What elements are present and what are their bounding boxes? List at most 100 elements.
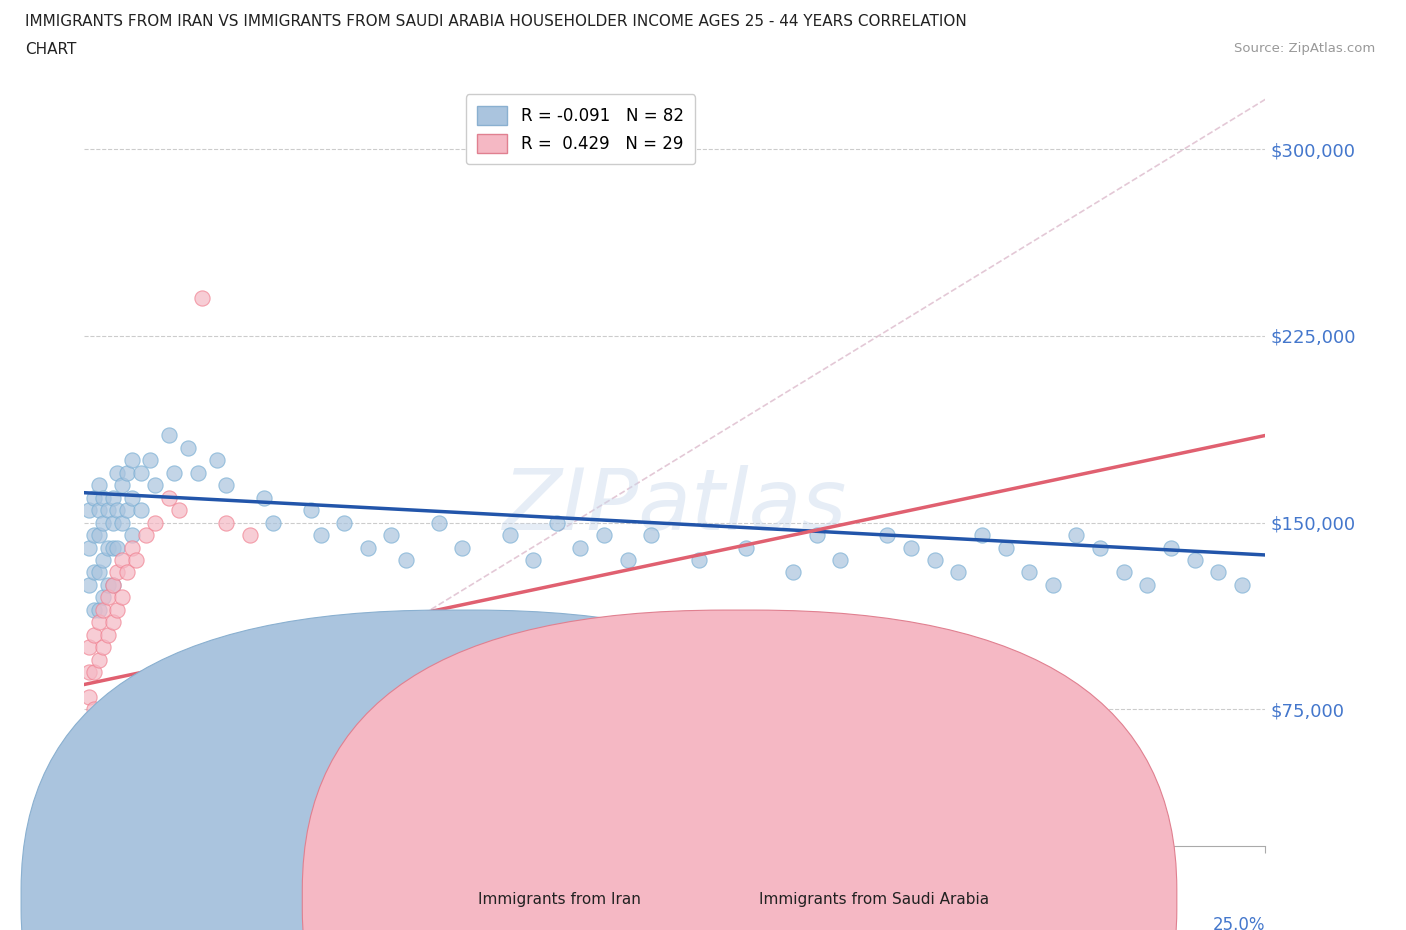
Text: Immigrants from Iran: Immigrants from Iran — [478, 892, 641, 907]
Point — [77, 714, 100, 729]
Point — [121, 490, 143, 505]
Point — [83, 665, 105, 680]
Point — [546, 515, 568, 530]
Point — [970, 527, 993, 542]
Point — [83, 603, 105, 618]
Point — [1042, 578, 1064, 592]
Point — [101, 578, 124, 592]
Point — [111, 552, 134, 567]
Point — [157, 490, 180, 505]
Point — [107, 603, 129, 618]
Point — [91, 490, 114, 505]
Point — [91, 640, 114, 655]
Point — [177, 441, 200, 456]
Point — [427, 515, 450, 530]
Text: ZIPatlas: ZIPatlas — [503, 465, 846, 548]
Point — [167, 503, 190, 518]
Point — [107, 503, 129, 518]
Text: Source: ZipAtlas.com: Source: ZipAtlas.com — [1234, 42, 1375, 55]
Point — [87, 527, 110, 542]
Point — [115, 565, 138, 579]
Point — [111, 515, 134, 530]
Point — [107, 465, 129, 480]
Point — [121, 527, 143, 542]
Point — [924, 552, 946, 567]
Text: IMMIGRANTS FROM IRAN VS IMMIGRANTS FROM SAUDI ARABIA HOUSEHOLDER INCOME AGES 25 : IMMIGRANTS FROM IRAN VS IMMIGRANTS FROM … — [25, 14, 967, 29]
Point — [1136, 578, 1159, 592]
Point — [333, 515, 356, 530]
Point — [83, 565, 105, 579]
Point — [91, 515, 114, 530]
Point — [91, 552, 114, 567]
Point — [107, 565, 129, 579]
Point — [451, 540, 474, 555]
Point — [77, 689, 100, 704]
Text: CHART: CHART — [25, 42, 77, 57]
Point — [1230, 578, 1253, 592]
Point — [394, 552, 416, 567]
Point — [640, 527, 662, 542]
Point — [101, 490, 124, 505]
Point — [830, 552, 852, 567]
Point — [97, 578, 120, 592]
Point — [129, 503, 152, 518]
Point — [1088, 540, 1111, 555]
Point — [498, 527, 520, 542]
Point — [616, 552, 638, 567]
Point — [77, 503, 100, 518]
Point — [97, 503, 120, 518]
Point — [121, 453, 143, 468]
Point — [215, 478, 238, 493]
Point — [87, 565, 110, 579]
Point — [101, 515, 124, 530]
Text: 25.0%: 25.0% — [1213, 916, 1265, 930]
Point — [101, 578, 124, 592]
Point — [125, 552, 148, 567]
Point — [900, 540, 922, 555]
Point — [139, 453, 162, 468]
Point — [83, 527, 105, 542]
Point — [101, 540, 124, 555]
Point — [143, 515, 166, 530]
Point — [111, 590, 134, 604]
Point — [522, 552, 544, 567]
Point — [593, 527, 616, 542]
Point — [1066, 527, 1088, 542]
Point — [77, 578, 100, 592]
Legend: R = -0.091   N = 82, R =  0.429   N = 29: R = -0.091 N = 82, R = 0.429 N = 29 — [465, 94, 695, 165]
Point — [97, 590, 120, 604]
Point — [87, 603, 110, 618]
Point — [97, 627, 120, 642]
Point — [129, 465, 152, 480]
Point — [97, 540, 120, 555]
Point — [688, 552, 710, 567]
Point — [77, 640, 100, 655]
Point — [87, 652, 110, 667]
Point — [309, 527, 332, 542]
Point — [380, 527, 402, 542]
Text: Immigrants from Saudi Arabia: Immigrants from Saudi Arabia — [759, 892, 990, 907]
Point — [262, 515, 284, 530]
Point — [77, 540, 100, 555]
Point — [83, 627, 105, 642]
Point — [253, 490, 276, 505]
Point — [101, 615, 124, 630]
Point — [87, 478, 110, 493]
Point — [115, 503, 138, 518]
Point — [1206, 565, 1229, 579]
Point — [91, 603, 114, 618]
Point — [91, 590, 114, 604]
Point — [876, 527, 898, 542]
Point — [215, 515, 238, 530]
Point — [569, 540, 592, 555]
Point — [299, 503, 322, 518]
Point — [135, 527, 157, 542]
Point — [806, 527, 828, 542]
Point — [1112, 565, 1135, 579]
Text: 0.0%: 0.0% — [84, 916, 127, 930]
Point — [115, 465, 138, 480]
Point — [357, 540, 380, 555]
Point — [205, 453, 228, 468]
Point — [191, 291, 214, 306]
Point — [1018, 565, 1040, 579]
